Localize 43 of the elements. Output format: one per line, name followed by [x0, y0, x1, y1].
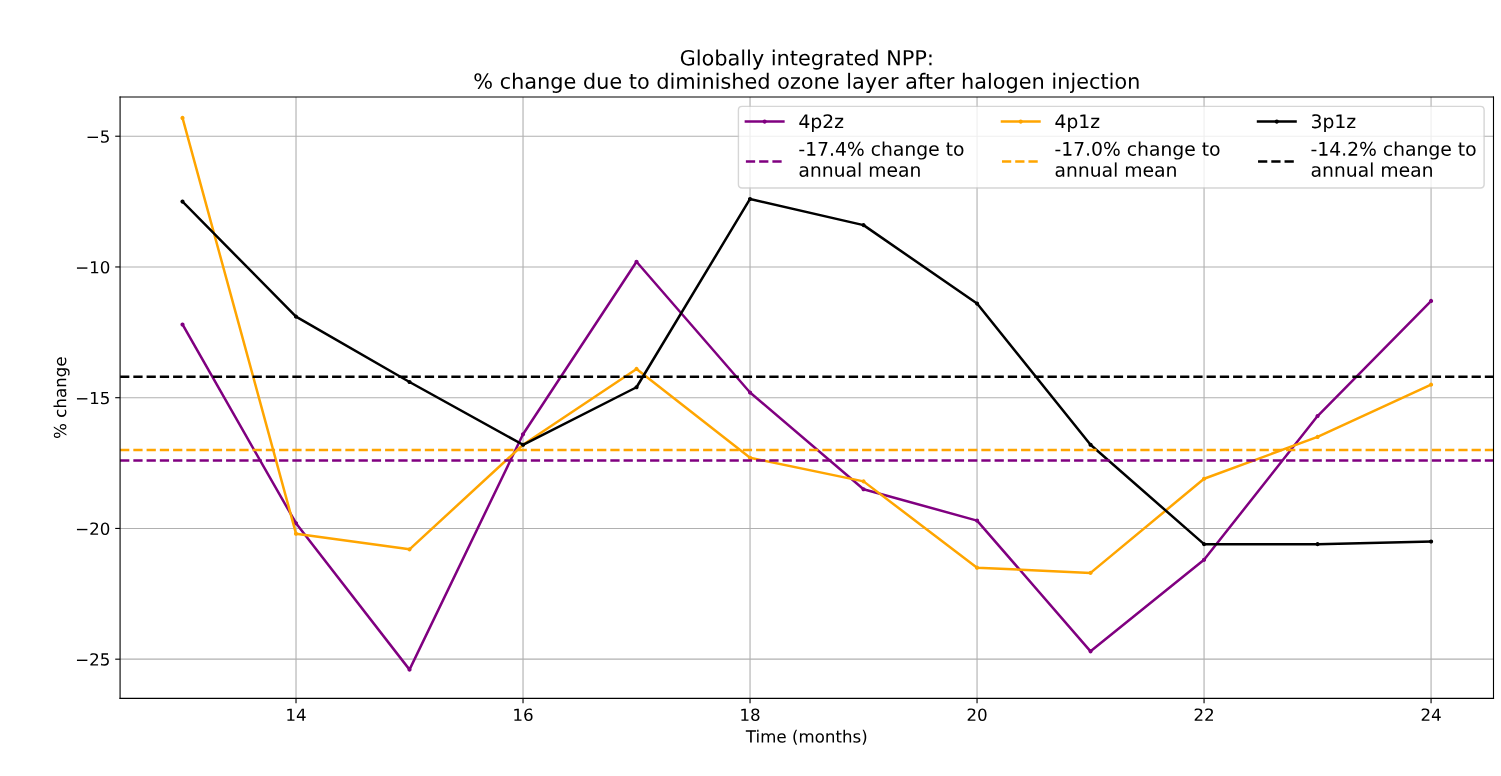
y-axis-title: % change [53, 357, 70, 439]
point [634, 385, 639, 390]
point [861, 487, 866, 492]
point [180, 322, 185, 327]
point [1088, 570, 1093, 575]
y-tick-label: −20 [76, 522, 110, 536]
point [974, 301, 980, 306]
point [293, 314, 299, 319]
legend-label: -17.4% change to annual mean [799, 141, 964, 177]
point [1428, 298, 1434, 304]
chart-title: Globally integrated NPP: % change due to diminished ozone layer after halogen injection [474, 49, 1139, 93]
point [634, 366, 639, 372]
point [747, 390, 753, 395]
legend-label: 4p1z [1055, 114, 1100, 133]
x-tick-label: 16 [514, 708, 533, 722]
x-tick-label: 20 [967, 708, 987, 722]
point [974, 565, 980, 570]
y-tick-label: −15 [76, 391, 109, 405]
x-axis-title: Time (months) [745, 729, 867, 745]
point [1201, 476, 1207, 481]
point [1315, 542, 1320, 547]
point [634, 259, 639, 264]
point [861, 223, 866, 228]
legend-label: -17.0% change to annual mean [1055, 141, 1220, 177]
point [1428, 382, 1434, 387]
point [1315, 434, 1320, 440]
x-tick-label: 14 [287, 708, 306, 721]
legend-label: 4p2z [799, 114, 844, 133]
point [1201, 557, 1207, 562]
point [1088, 442, 1093, 447]
x-tick-label: 22 [1194, 708, 1213, 721]
legend-label: 3p1z [1311, 114, 1356, 133]
y-tick-label: −25 [76, 653, 109, 666]
point [520, 432, 526, 437]
point [974, 518, 980, 523]
x-tick-label: 24 [1421, 708, 1441, 721]
y-tick-label: −10 [76, 260, 110, 274]
point [1315, 413, 1320, 419]
point [1201, 542, 1207, 547]
point [293, 531, 299, 536]
y-tick-label: −5 [87, 130, 109, 143]
legend-label: -14.2% change to annual mean [1311, 141, 1476, 177]
x-tick-label: 18 [741, 708, 760, 722]
